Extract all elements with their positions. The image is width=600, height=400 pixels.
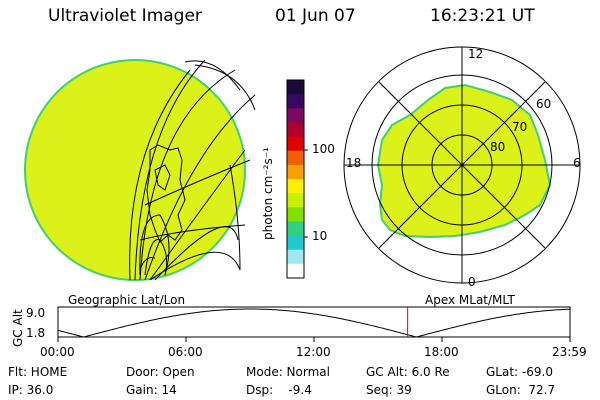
- colorbar-segment: [287, 249, 304, 265]
- status-glon: GLon: 72.7: [486, 383, 556, 397]
- geographic-caption: Geographic Lat/Lon: [68, 293, 186, 307]
- mlat-70-label: 70: [512, 120, 528, 134]
- x-tick-0600: 06:00: [168, 345, 203, 359]
- x-tick-1200: 12:00: [296, 345, 331, 359]
- x-tick-2359: 23:59: [552, 345, 587, 359]
- colorbar-tick-100: 100: [312, 142, 335, 156]
- date-label: 01 Jun 07: [275, 6, 356, 26]
- mlt-0-label: 0: [468, 275, 476, 289]
- mlat-80-label: 80: [490, 140, 506, 154]
- status-door: Door: Open: [126, 365, 195, 379]
- time-label: 16:23:21 UT: [430, 6, 535, 26]
- geographic-grid: [129, 59, 256, 281]
- x-tick-1800: 18:00: [424, 345, 459, 359]
- mlt-18-label: 18: [346, 156, 362, 170]
- colorbar-segment: [287, 108, 304, 123]
- x-tick-0000: 00:00: [40, 345, 75, 359]
- status-glat: GLat: -69.0: [486, 365, 553, 379]
- status-mode: Mode: Normal: [246, 365, 330, 379]
- status-seq: Seq: 39: [366, 383, 412, 397]
- mlat-60-label: 60: [536, 97, 552, 111]
- colorbar-segment: [287, 150, 304, 166]
- mlt-12-label: 12: [468, 47, 484, 61]
- colorbar-segment: [287, 80, 304, 95]
- colorbar-segment: [287, 179, 304, 194]
- colorbar-tick-10: 10: [312, 229, 328, 243]
- colorbar-segment: [287, 164, 304, 180]
- colorbar-segment: [287, 263, 304, 279]
- altitude-y-top: 9.0: [26, 306, 46, 320]
- status-ip: IP: 36.0: [8, 383, 54, 397]
- status-gain: Gain: 14: [126, 383, 177, 397]
- colorbar-segment: [287, 193, 304, 208]
- colorbar-segment: [287, 122, 304, 138]
- colorbar-segment: [287, 235, 304, 251]
- instrument-title: Ultraviolet Imager: [48, 6, 202, 26]
- mlt-6-label: 6: [573, 156, 581, 170]
- colorbar-segment: [287, 207, 304, 222]
- colorbar-segment: [287, 94, 304, 109]
- colorbar-segment: [287, 221, 304, 237]
- colorbar-segment: [287, 136, 304, 152]
- altitude-y-bottom: 1.8: [26, 326, 46, 340]
- altitude-axis-label: GC Alt: [11, 309, 25, 347]
- apex-caption: Apex MLat/MLT: [425, 293, 515, 307]
- status-gc-alt: GC Alt: 6.0 Re: [366, 365, 450, 379]
- auroral-oval: [376, 83, 552, 239]
- status-dsp: Dsp: -9.4: [246, 383, 312, 397]
- status-flt: Flt: HOME: [8, 365, 68, 379]
- altitude-curve: [57, 308, 571, 338]
